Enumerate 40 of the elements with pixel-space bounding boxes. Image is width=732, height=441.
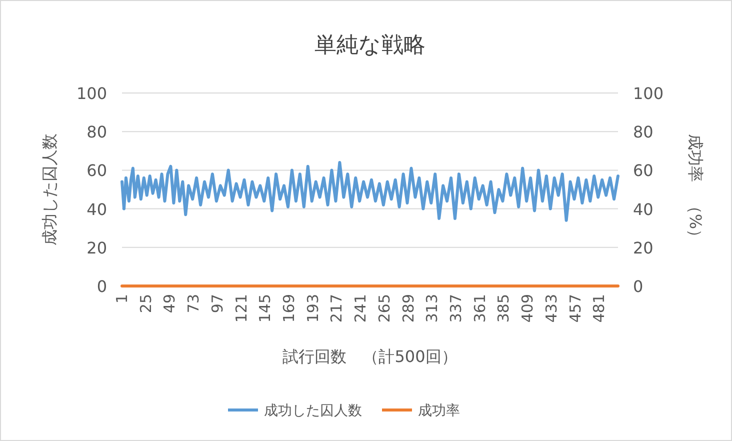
legend-label: 成功率 <box>418 403 460 419</box>
x-tick-label: 385 <box>494 294 513 323</box>
y2-tick-label: 100 <box>633 84 664 103</box>
y-tick-label: 80 <box>86 122 107 142</box>
x-tick-label: 25 <box>136 294 155 314</box>
y-axis-title: 成功した囚人数 <box>40 134 59 246</box>
y-tick-label: 40 <box>86 200 107 219</box>
x-tick-label: 457 <box>566 294 584 323</box>
y2-tick-label: 40 <box>633 200 654 219</box>
legend-label: 成功した囚人数 <box>264 403 362 419</box>
y-tick-label: 60 <box>86 161 107 180</box>
y2-tick-label: 80 <box>633 122 654 142</box>
line-series <box>120 160 620 222</box>
x-tick-label: 73 <box>184 294 203 314</box>
x-tick-label: 481 <box>590 294 608 323</box>
x-tick-label: 409 <box>518 294 537 323</box>
x-tick-label: 433 <box>542 294 560 323</box>
y2-axis-title: 成功率 （%） <box>686 134 705 246</box>
x-tick-label: 121 <box>232 294 250 323</box>
x-tick-label: 289 <box>399 294 418 323</box>
x-tick-label: 145 <box>256 294 274 323</box>
x-tick-label: 337 <box>446 294 465 323</box>
y2-tick-label: 20 <box>633 238 654 258</box>
y2-tick-label: 0 <box>633 277 644 296</box>
x-tick-label: 1 <box>113 294 131 304</box>
x-tick-label: 193 <box>304 294 322 323</box>
x-tick-label: 169 <box>280 294 298 323</box>
x-tick-label: 241 <box>352 294 370 323</box>
x-tick-label: 265 <box>375 294 394 323</box>
y-tick-label: 20 <box>86 238 107 258</box>
x-tick-label: 49 <box>160 294 179 314</box>
x-tick-label: 97 <box>208 294 226 314</box>
y-tick-label: 0 <box>96 277 107 296</box>
x-axis-title: 試行回数 （計500回） <box>282 347 458 366</box>
chart-title: 単純な戦略 <box>314 33 426 58</box>
y2-tick-label: 60 <box>633 161 654 180</box>
x-tick-label: 313 <box>423 294 442 323</box>
x-tick-label: 217 <box>328 294 346 323</box>
x-tick-label: 361 <box>470 294 489 323</box>
y-tick-label: 100 <box>76 84 107 103</box>
